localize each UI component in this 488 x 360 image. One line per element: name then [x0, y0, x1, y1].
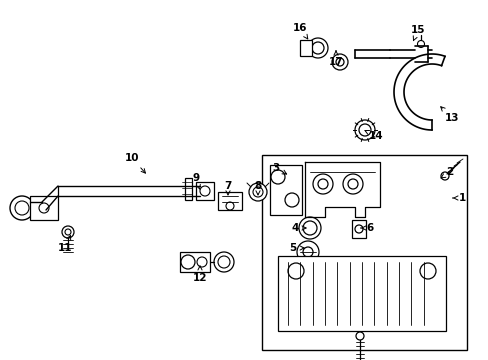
Circle shape	[317, 179, 327, 189]
Text: 9: 9	[192, 173, 200, 189]
Text: 7: 7	[224, 181, 231, 195]
Text: 10: 10	[124, 153, 145, 173]
Bar	[30, 196, 58, 220]
Circle shape	[355, 332, 363, 340]
Circle shape	[10, 196, 34, 220]
Circle shape	[298, 217, 320, 239]
Circle shape	[287, 263, 304, 279]
Circle shape	[303, 247, 312, 257]
Circle shape	[181, 255, 195, 269]
Circle shape	[15, 201, 29, 215]
Circle shape	[197, 257, 206, 267]
Circle shape	[354, 120, 374, 140]
Circle shape	[417, 40, 424, 48]
Circle shape	[307, 38, 327, 58]
Circle shape	[248, 183, 266, 201]
Circle shape	[311, 42, 324, 54]
Bar	[269, 165, 302, 215]
Text: 17: 17	[328, 51, 343, 67]
Circle shape	[347, 179, 357, 189]
Circle shape	[335, 58, 343, 66]
Circle shape	[252, 187, 263, 197]
Text: 12: 12	[192, 266, 207, 283]
Circle shape	[354, 225, 362, 233]
Text: 3: 3	[272, 163, 286, 174]
Text: 8: 8	[254, 181, 261, 195]
Bar	[184, 178, 192, 200]
Circle shape	[358, 124, 370, 136]
Circle shape	[65, 229, 71, 235]
Bar	[180, 252, 209, 272]
Bar	[278, 256, 445, 331]
Circle shape	[214, 252, 234, 272]
Circle shape	[62, 226, 74, 238]
Circle shape	[331, 54, 347, 70]
Text: 4: 4	[291, 223, 305, 233]
Text: 13: 13	[440, 107, 458, 123]
Circle shape	[296, 241, 318, 263]
Bar	[218, 192, 242, 210]
Bar	[299, 40, 311, 56]
Text: 16: 16	[292, 23, 307, 39]
Circle shape	[200, 186, 209, 196]
Text: 11: 11	[58, 235, 72, 253]
Bar	[351, 220, 365, 238]
Circle shape	[225, 202, 234, 210]
Circle shape	[440, 172, 448, 180]
Circle shape	[303, 221, 316, 235]
Circle shape	[342, 174, 362, 194]
Text: 5: 5	[289, 243, 304, 253]
Circle shape	[39, 203, 49, 213]
Text: 14: 14	[364, 130, 383, 141]
Circle shape	[285, 193, 298, 207]
Circle shape	[218, 256, 229, 268]
Circle shape	[270, 170, 285, 184]
Circle shape	[419, 263, 435, 279]
Circle shape	[312, 174, 332, 194]
Text: 6: 6	[360, 223, 373, 233]
Text: 2: 2	[440, 167, 453, 178]
Bar	[196, 182, 214, 200]
Text: 1: 1	[452, 193, 465, 203]
Bar	[262, 155, 466, 350]
Text: 15: 15	[410, 25, 425, 41]
